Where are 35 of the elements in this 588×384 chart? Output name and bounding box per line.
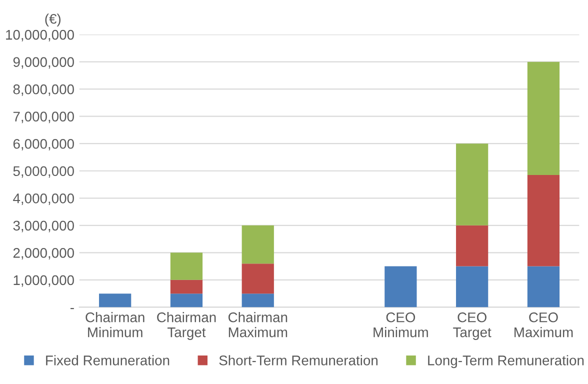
y-axis-title: (€) [45,14,61,27]
y-tick-label: - [70,308,74,310]
x-tick-label: CEO Maximum [514,312,573,338]
bar [456,225,488,266]
legend-label: Long-Term Remuneration [428,355,584,368]
x-tick-label: Chairman Target [157,312,216,340]
bar [170,280,203,294]
bar [242,294,274,308]
y-tick-label: 8,000,000 [13,84,74,96]
y-tick-label: 4,000,000 [13,193,74,205]
y-tick-label: 6,000,000 [13,138,74,150]
bar [527,62,560,175]
x-tick-label: Chairman Maximum [228,312,288,338]
bar [170,252,203,280]
bar [456,144,488,226]
x-tick-label: CEO Minimum [374,312,428,338]
bar [527,174,560,266]
y-tick-label: 9,000,000 [13,57,74,69]
y-tick-label: 3,000,000 [13,220,74,232]
bar [242,225,274,264]
y-tick-label: 2,000,000 [13,248,74,260]
y-tick-label: 10,000,000 [6,30,74,42]
bar [99,294,132,308]
bar [456,266,488,308]
bar [170,294,203,308]
x-tick-label: CEO Target [453,312,492,340]
bar [527,266,560,308]
legend-label: Short-Term Remuneration [219,355,378,366]
legend-label: Fixed Remuneration [46,355,170,366]
bar [384,266,417,308]
y-tick-label: 7,000,000 [13,112,74,124]
y-tick-label: 1,000,000 [14,275,74,287]
x-tick-label: Chairman Minimum [86,312,144,338]
y-tick-label: 5,000,000 [13,166,74,178]
bar [242,264,274,294]
